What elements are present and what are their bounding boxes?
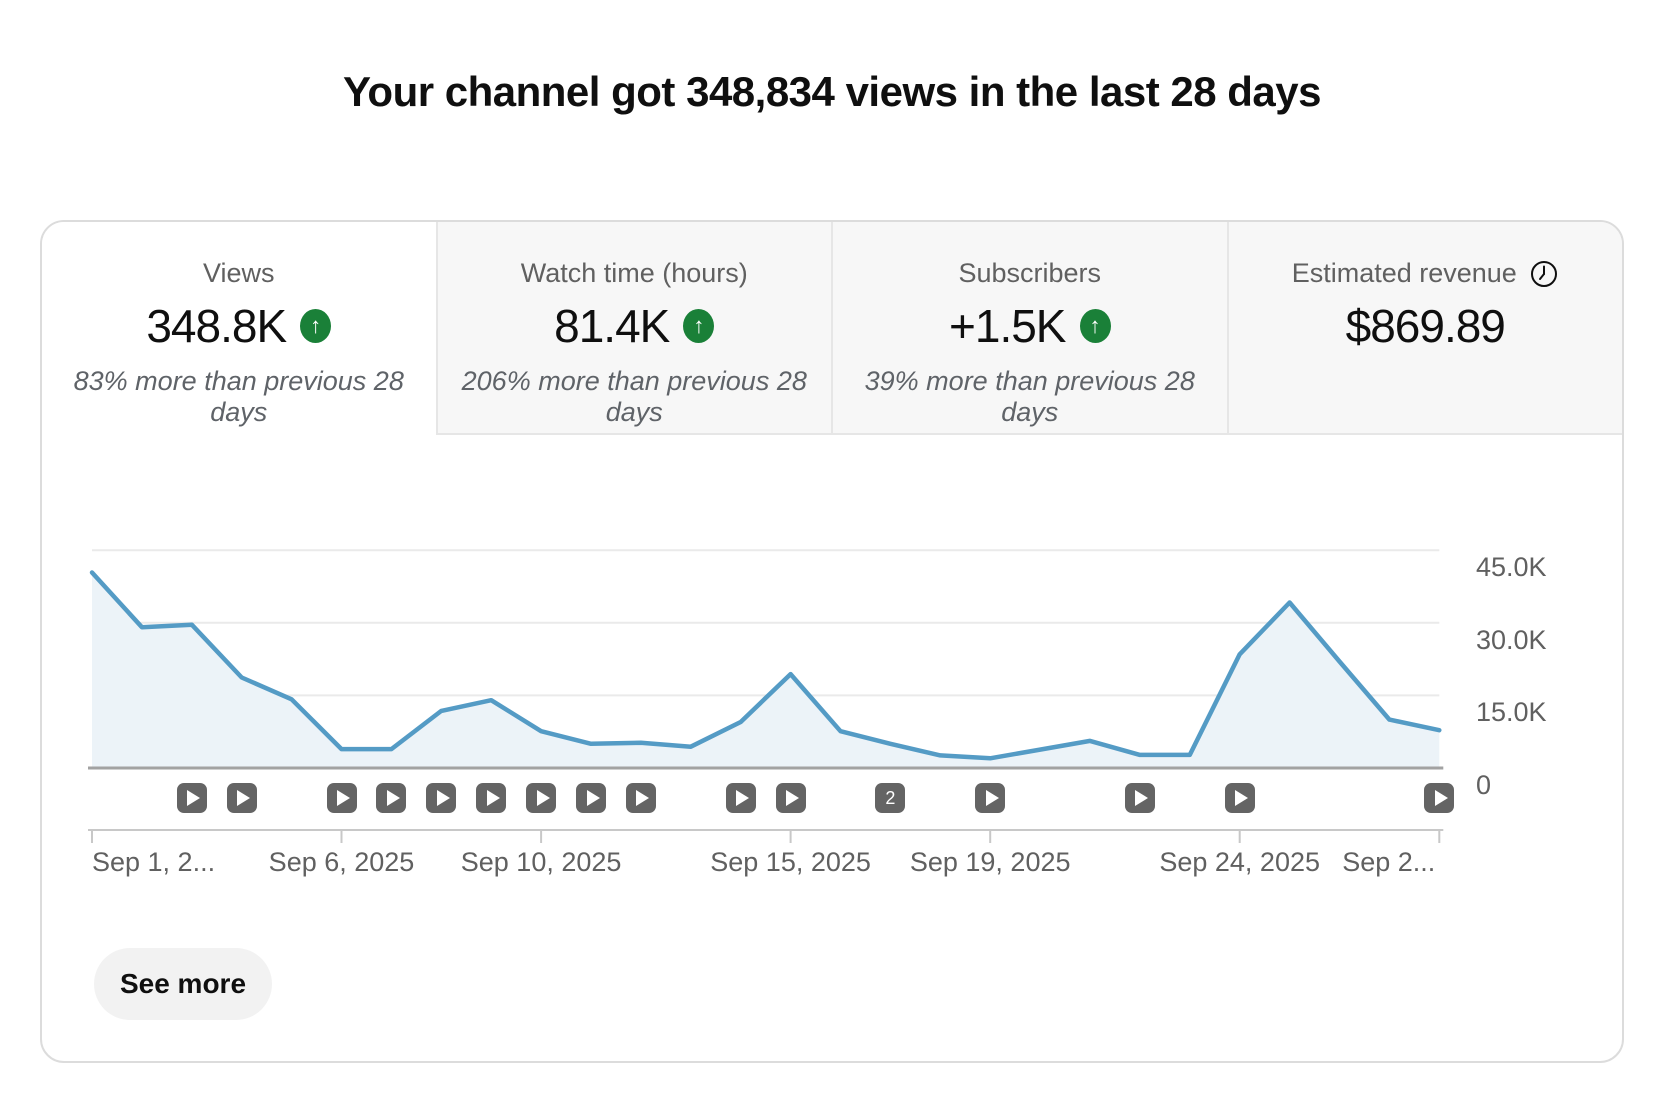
video-marker[interactable] — [725, 783, 756, 813]
clock-icon — [1530, 260, 1557, 287]
video-marker[interactable] — [1424, 783, 1455, 813]
trend-up-icon: ↑ — [1079, 309, 1111, 343]
video-marker[interactable] — [526, 783, 557, 813]
metric-label: Estimated revenue — [1291, 258, 1517, 288]
play-icon — [1434, 790, 1448, 806]
chart-area — [92, 572, 1440, 768]
video-marker[interactable] — [426, 783, 457, 813]
analytics-summary-card: Views 348.8K ↑ 83% more than previous 28… — [40, 220, 1624, 1063]
trend-up-icon: ↑ — [300, 309, 332, 343]
play-icon — [985, 790, 999, 806]
page-title: Your channel got 348,834 views in the la… — [343, 68, 1321, 115]
x-axis-label: Sep 15, 2025 — [710, 847, 871, 877]
metric-value: 348.8K — [146, 300, 287, 352]
metric-value: $869.89 — [1345, 300, 1506, 352]
play-icon — [786, 790, 800, 806]
play-icon — [736, 790, 750, 806]
play-icon — [386, 790, 400, 806]
play-icon — [536, 790, 550, 806]
metric-tab-estimated-revenue[interactable]: Estimated revenue $869.89 ↑ — [1226, 222, 1622, 435]
metric-tab-subscribers[interactable]: Subscribers +1.5K ↑ 39% more than previo… — [831, 222, 1227, 435]
y-axis-label: 15.0K — [1476, 697, 1547, 728]
x-axis-label: Sep 2... — [1342, 847, 1436, 877]
video-marker-count-badge[interactable]: 2 — [875, 783, 906, 813]
metric-subtitle: 206% more than previous 28 days — [461, 366, 807, 427]
metric-label: Watch time (hours) — [520, 258, 748, 288]
x-axis-label: Sep 1, 2... — [92, 847, 216, 877]
video-marker[interactable] — [476, 783, 507, 813]
video-marker[interactable] — [1124, 783, 1155, 813]
play-icon — [436, 790, 450, 806]
video-marker[interactable] — [1224, 783, 1255, 813]
x-axis-label: Sep 10, 2025 — [460, 847, 622, 877]
video-marker[interactable] — [376, 783, 407, 813]
play-icon — [1235, 790, 1249, 806]
y-axis-label: 0 — [1476, 770, 1492, 800]
views-chart — [88, 549, 1444, 843]
video-marker[interactable] — [576, 783, 606, 813]
video-marker[interactable] — [775, 783, 806, 813]
x-axis-label: Sep 6, 2025 — [268, 847, 415, 877]
metric-label: Subscribers — [958, 258, 1102, 288]
video-marker[interactable] — [176, 783, 207, 813]
play-icon — [636, 790, 650, 806]
video-marker[interactable] — [975, 783, 1006, 813]
metric-tab-watch-time-hours[interactable]: Watch time (hours) 81.4K ↑ 206% more tha… — [435, 222, 831, 435]
metric-value: 81.4K — [554, 300, 670, 352]
video-marker[interactable] — [226, 783, 257, 813]
metric-subtitle: 39% more than previous 28 days — [864, 366, 1195, 427]
metric-value: +1.5K — [949, 300, 1066, 352]
chart-line — [89, 570, 1442, 761]
x-axis-label: Sep 19, 2025 — [909, 847, 1071, 877]
video-marker[interactable] — [625, 783, 656, 813]
y-axis-label: 30.0K — [1476, 624, 1547, 655]
metric-label: Views — [202, 258, 275, 288]
play-icon — [237, 790, 251, 806]
x-axis-label: Sep 24, 2025 — [1159, 847, 1321, 877]
play-icon — [486, 790, 500, 806]
play-icon — [1135, 790, 1149, 806]
trend-up-icon: ↑ — [683, 309, 715, 343]
play-icon — [187, 790, 201, 806]
video-marker[interactable] — [326, 783, 357, 813]
metric-subtitle: 83% more than previous 28 days — [73, 366, 404, 427]
play-icon — [337, 790, 350, 806]
see-more-button[interactable]: See more — [94, 948, 272, 1020]
metric-tab-views[interactable]: Views 348.8K ↑ 83% more than previous 28… — [42, 222, 436, 435]
metric-tab-row: Views 348.8K ↑ 83% more than previous 28… — [42, 222, 1622, 435]
marker-count-label: 2 — [885, 787, 896, 808]
y-axis-label: 45.0K — [1476, 552, 1547, 583]
play-icon — [586, 790, 600, 806]
